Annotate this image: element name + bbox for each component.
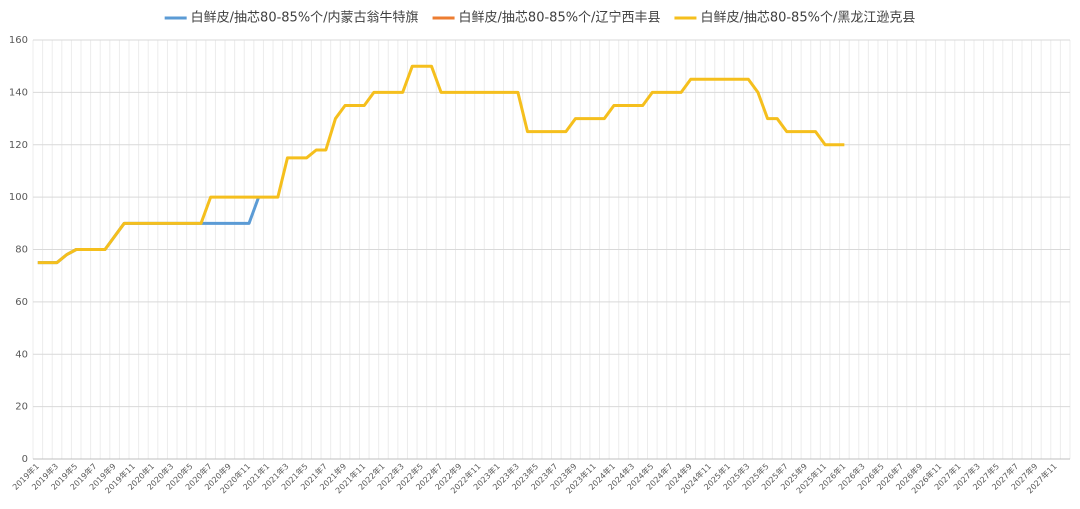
- legend-label: 白鲜皮/抽芯80-85%个/辽宁西丰县: [459, 10, 661, 26]
- legend: 白鲜皮/抽芯80-85%个/内蒙古翁牛特旗 白鲜皮/抽芯80-85%个/辽宁西丰县…: [164, 10, 915, 26]
- y-tick-label: 40: [15, 349, 28, 360]
- y-tick-label: 100: [9, 192, 28, 203]
- y-tick-label: 80: [15, 245, 28, 256]
- legend-label: 白鲜皮/抽芯80-85%个/内蒙古翁牛特旗: [191, 10, 419, 26]
- series-line: [37, 64, 845, 265]
- y-tick-label: 160: [9, 35, 28, 46]
- y-tick-label: 120: [9, 140, 28, 151]
- y-tick-label: 60: [15, 297, 28, 308]
- y-tick-label: 20: [15, 402, 28, 413]
- y-tick-label: 140: [9, 87, 28, 98]
- legend-label: 白鲜皮/抽芯80-85%个/黑龙江逊克县: [700, 10, 915, 26]
- y-tick-label: 0: [22, 454, 28, 465]
